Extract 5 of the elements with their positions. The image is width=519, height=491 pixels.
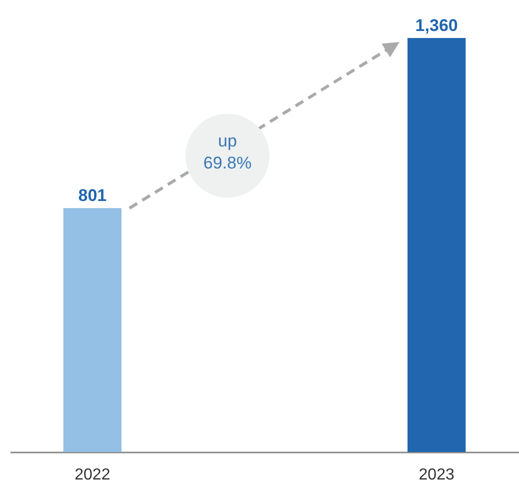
x-tick-label: 2022 xyxy=(74,466,110,484)
data-label: 801 xyxy=(78,186,107,206)
x-tick-label: 2023 xyxy=(418,466,454,484)
annotation: up 69.8% xyxy=(203,132,252,173)
data-label: 1,360 xyxy=(415,16,458,35)
